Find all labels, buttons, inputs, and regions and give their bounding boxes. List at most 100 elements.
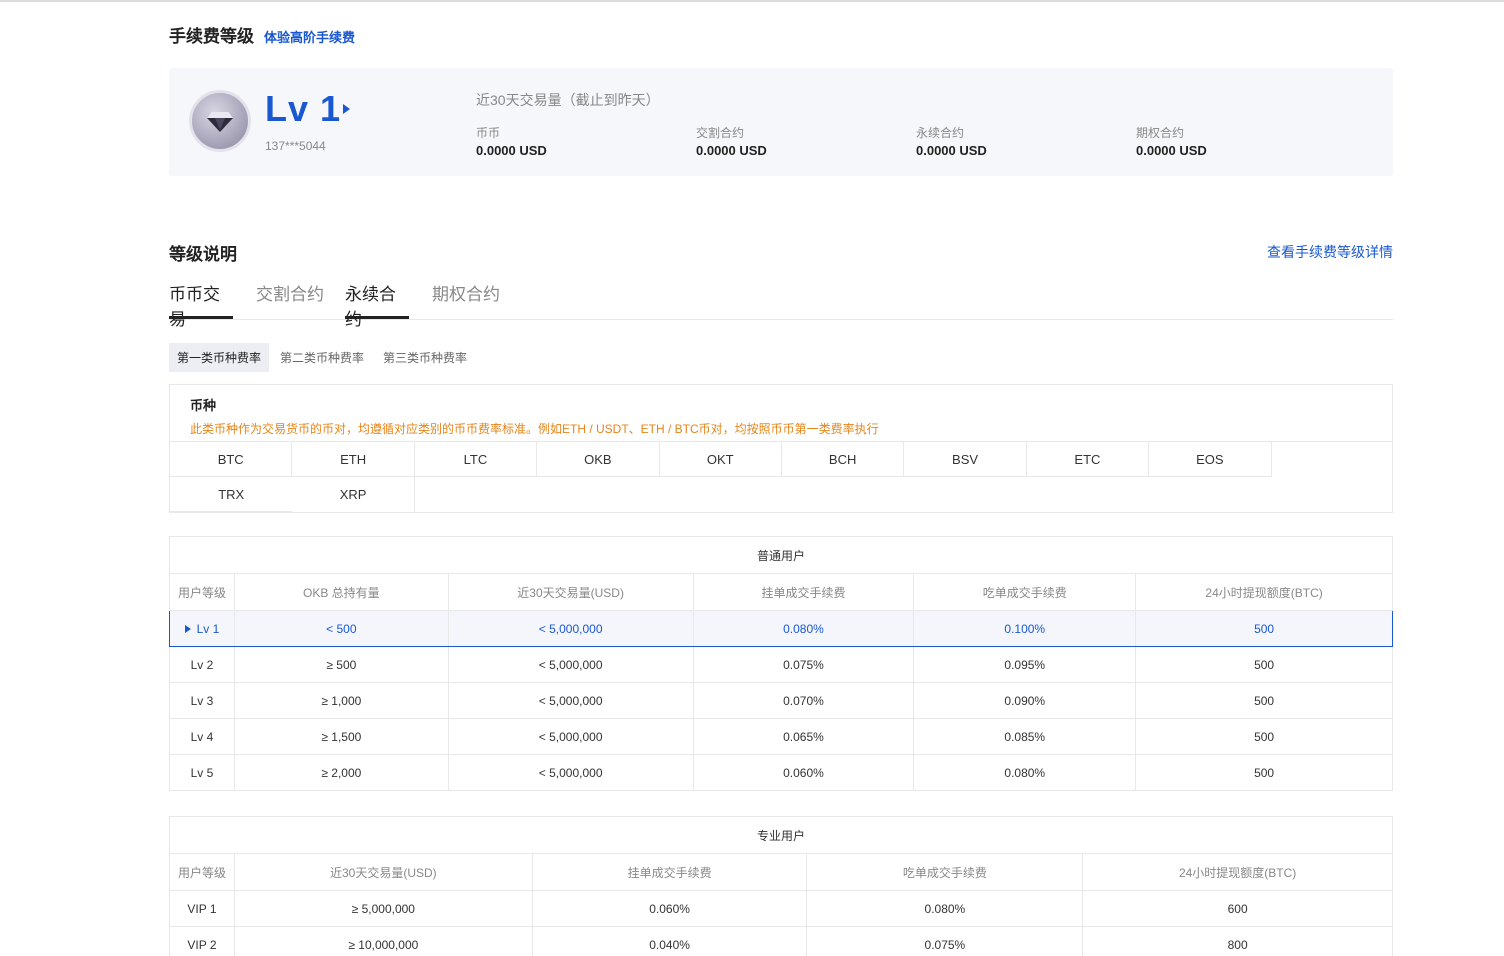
avatar [189,90,251,152]
diamond-icon [207,112,233,132]
tab-perpetual[interactable]: 永续合约 [345,280,409,329]
table-row: Lv 3 ≥ 1,000 < 5,000,000 0.070% 0.090% 5… [169,682,1393,719]
coin-cell: ETC [1026,442,1150,477]
table-row: Lv 4 ≥ 1,500 < 5,000,000 0.065% 0.085% 5… [169,718,1393,755]
stat-futures: 交割合约 0.0000 USD [696,124,767,158]
table-cell: 0.080% [806,890,1084,927]
tab-futures[interactable]: 交割合约 [256,285,324,304]
table-cell: 600 [1082,890,1393,927]
table-cell: 0.100% [913,610,1137,647]
table-caption: 专业用户 [169,816,1393,854]
column-header: 挂单成交手续费 [531,853,808,891]
table-cell: 0.060% [531,890,808,927]
table-row: VIP 1 ≥ 5,000,000 0.060% 0.080% 600 [169,890,1393,927]
column-header: 吃单成交手续费 [913,573,1137,611]
stat-value: 0.0000 USD [916,143,987,158]
coin-cell: ETH [292,442,415,477]
coin-cell: BCH [781,442,905,477]
view-fee-details-link[interactable]: 查看手续费等级详情 [1267,244,1393,260]
subtab-class-2[interactable]: 第二类币种费率 [280,351,365,365]
stat-perpetual: 永续合约 0.0000 USD [916,124,987,158]
table-cell: 0.040% [531,926,808,956]
stat-value: 0.0000 USD [1136,143,1207,158]
table-row: Lv 5 ≥ 2,000 < 5,000,000 0.060% 0.080% 5… [169,754,1393,791]
coin-cell: BSV [904,442,1027,477]
table-cell: VIP 2 [169,926,235,956]
top-divider [0,0,1504,2]
table-cell: 800 [1082,926,1393,956]
stat-label: 币币 [476,126,501,140]
table-cell: ≥ 5,000,000 [233,890,533,927]
coin-cell: LTC [414,442,538,477]
tab-spot[interactable]: 币币交易 [169,280,233,329]
column-header: 24小时提现额度(BTC) [1135,573,1393,611]
table-cell: < 5,000,000 [447,610,694,647]
table-row: VIP 2 ≥ 10,000,000 0.040% 0.075% 800 [169,926,1393,956]
table-cell: 0.060% [692,754,915,791]
column-header: OKB 总持有量 [233,573,449,611]
column-header: 24小时提现额度(BTC) [1082,853,1393,891]
level-card: Lv 1 137***5044 近30天交易量（截止到昨天） 币币 0.0000… [169,68,1393,176]
table-caption: 普通用户 [169,536,1393,574]
column-header: 近30天交易量(USD) [447,573,694,611]
coin-note: 此类币种作为交易货币的币对，均遵循对应类别的币币费率标准。例如ETH / USD… [190,422,879,436]
page-title: 手续费等级 [169,27,254,46]
table-cell: Lv 4 [169,718,235,755]
table-cell: < 5,000,000 [447,682,694,719]
rate-class-tabs: 第一类币种费率 第二类币种费率 第三类币种费率 [169,343,478,372]
coin-cell: XRP [292,477,415,512]
table-cell: ≥ 10,000,000 [233,926,533,956]
stat-label: 永续合约 [916,126,965,140]
fee-header: 手续费等级 体验高阶手续费 [169,22,355,47]
table-cell: < 500 [233,610,449,647]
section-title: 等级说明 [169,245,237,264]
coin-cell: EOS [1149,442,1272,477]
table-cell: ≥ 1,500 [233,718,449,755]
table-cell: 500 [1135,610,1393,647]
pro-user-table: 专业用户 用户等级 近30天交易量(USD) 挂单成交手续费 吃单成交手续费 2… [169,816,1393,956]
coin-header: 币种 此类币种作为交易货币的币对，均遵循对应类别的币币费率标准。例如ETH / … [170,385,1392,442]
stat-spot: 币币 0.0000 USD [476,124,547,158]
subtab-class-1[interactable]: 第一类币种费率 [169,343,270,372]
coin-cell: OKB [537,442,660,477]
table-cell: Lv 3 [169,682,235,719]
table-cell: 0.070% [692,682,915,719]
current-level: Lv 1 [265,88,342,129]
coin-cell: TRX [170,477,293,512]
table-cell: Lv 5 [169,754,235,791]
table-cell: 0.085% [913,718,1137,755]
stat-label: 交割合约 [696,126,745,140]
normal-user-table: 普通用户 用户等级 OKB 总持有量 近30天交易量(USD) 挂单成交手续费 … [169,536,1393,791]
table-cell: 0.075% [692,646,915,683]
table-cell: 0.080% [913,754,1137,791]
try-advanced-fee-link[interactable]: 体验高阶手续费 [264,30,356,45]
current-level-marker-icon [184,624,191,633]
subtab-class-3[interactable]: 第三类币种费率 [383,351,468,365]
level-arrow-icon[interactable] [343,104,350,114]
stat-value: 0.0000 USD [696,143,767,158]
table-cell: 0.095% [913,646,1137,683]
column-header: 用户等级 [169,573,235,611]
table-cell: 0.090% [913,682,1137,719]
stat-label: 期权合约 [1136,126,1185,140]
table-cell: < 5,000,000 [447,646,694,683]
coin-box: 币种 此类币种作为交易货币的币对，均遵循对应类别的币币费率标准。例如ETH / … [169,384,1393,513]
table-cell: < 5,000,000 [447,718,694,755]
coin-grid: BTC ETH LTC OKB OKT BCH BSV ETC EOS TRX … [170,442,1392,512]
volume-title: 近30天交易量（截止到昨天） [476,92,660,108]
table-cell: VIP 1 [169,890,235,927]
table-cell: 500 [1135,754,1393,791]
table-row-current: Lv 1 < 500 < 5,000,000 0.080% 0.100% 500 [169,610,1393,647]
table-cell: 0.065% [692,718,915,755]
table-cell: 500 [1135,682,1393,719]
table-cell: 0.075% [806,926,1084,956]
tab-options[interactable]: 期权合约 [432,285,500,304]
trade-type-tabs: 币币交易 交割合约 永续合约 期权合约 [169,272,1393,329]
coin-heading: 币种 [190,398,217,413]
coin-cell: OKT [659,442,782,477]
coin-cell: BTC [170,442,293,477]
table-cell: < 5,000,000 [447,754,694,791]
column-header: 吃单成交手续费 [806,853,1084,891]
table-cell: ≥ 2,000 [233,754,449,791]
table-cell: 500 [1135,718,1393,755]
